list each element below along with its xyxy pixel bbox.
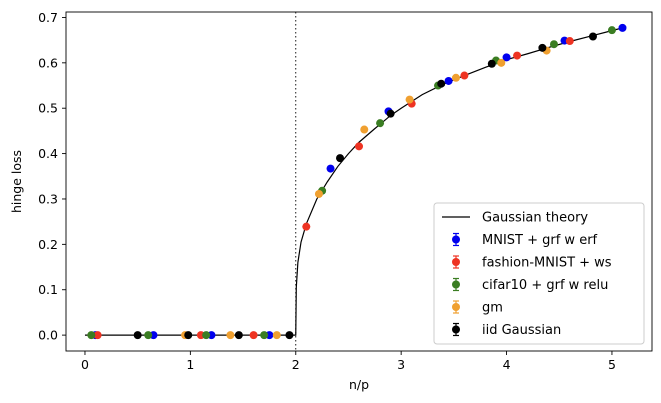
data-point: [618, 23, 627, 32]
x-tick-label: 2: [292, 357, 300, 372]
x-tick-label: 5: [608, 357, 616, 372]
data-point: [549, 40, 558, 49]
plot-area: [65, 11, 653, 352]
y-tick-label: 0.4: [38, 146, 58, 161]
x-tick-label: 1: [186, 357, 194, 372]
data-point: [437, 79, 446, 88]
legend-label: gm: [482, 301, 503, 316]
x-tick-label: 3: [397, 357, 405, 372]
data-point: [234, 331, 243, 340]
data-point: [272, 331, 281, 340]
data-point: [314, 189, 323, 198]
data-point: [249, 331, 258, 340]
data-point: [226, 331, 235, 340]
data-point: [202, 331, 211, 340]
plot-frame: [65, 11, 653, 352]
y-tick-label: 0.6: [38, 55, 58, 70]
data-points: [87, 23, 627, 340]
y-tick-label: 0.0: [38, 328, 58, 343]
data-point: [607, 26, 616, 35]
y-tick-label: 0.3: [38, 191, 58, 206]
legend-marker: [452, 303, 460, 311]
y-axis: 0.0 0.1 0.2 0.3 0.4 0.5 0.6 0.7: [38, 10, 66, 343]
x-axis-label: n/p: [349, 377, 369, 392]
x-axis: 0 1 2 3 4 5: [81, 351, 616, 372]
data-point: [376, 119, 385, 128]
data-point: [386, 109, 395, 118]
data-point: [184, 331, 193, 340]
legend-marker: [452, 235, 460, 244]
data-point: [260, 331, 269, 340]
data-point: [285, 331, 294, 340]
legend-label: fashion-MNIST + ws: [482, 256, 612, 271]
legend-label: iid Gaussian: [482, 323, 561, 338]
data-point: [336, 154, 345, 163]
y-tick-label: 0.1: [38, 282, 58, 297]
data-point: [460, 71, 469, 80]
data-point: [355, 142, 363, 151]
x-tick-label: 4: [503, 357, 511, 372]
data-point: [133, 331, 142, 340]
data-point: [87, 331, 96, 340]
legend: Gaussian theory MNIST + grf w erf fashion-…: [433, 202, 645, 345]
data-point: [144, 331, 153, 340]
theory-curve: [84, 27, 623, 336]
data-point: [405, 95, 414, 104]
data-point: [444, 76, 453, 85]
data-point: [302, 222, 311, 231]
legend-label: Gaussian theory: [482, 211, 588, 226]
legend-label: cifar10 + grf w relu: [482, 278, 608, 293]
y-tick-label: 0.2: [38, 237, 58, 252]
y-tick-label: 0.7: [38, 10, 58, 25]
y-axis-label: hinge loss: [9, 150, 24, 213]
data-point: [326, 164, 335, 173]
data-point: [538, 43, 547, 52]
legend-marker: [452, 280, 460, 289]
legend-marker: [452, 258, 460, 266]
y-tick-label: 0.5: [38, 101, 58, 116]
data-point: [502, 53, 511, 62]
legend-label: MNIST + grf w erf: [482, 233, 598, 248]
data-point: [360, 125, 369, 134]
data-point: [565, 37, 574, 46]
data-point: [487, 59, 496, 68]
legend-marker: [452, 325, 460, 334]
data-point: [93, 331, 102, 340]
legend-box: [433, 202, 645, 345]
data-point: [513, 51, 522, 60]
x-tick-label: 0: [81, 357, 89, 372]
data-point: [588, 32, 597, 41]
data-point: [497, 58, 506, 67]
data-point: [451, 73, 460, 82]
